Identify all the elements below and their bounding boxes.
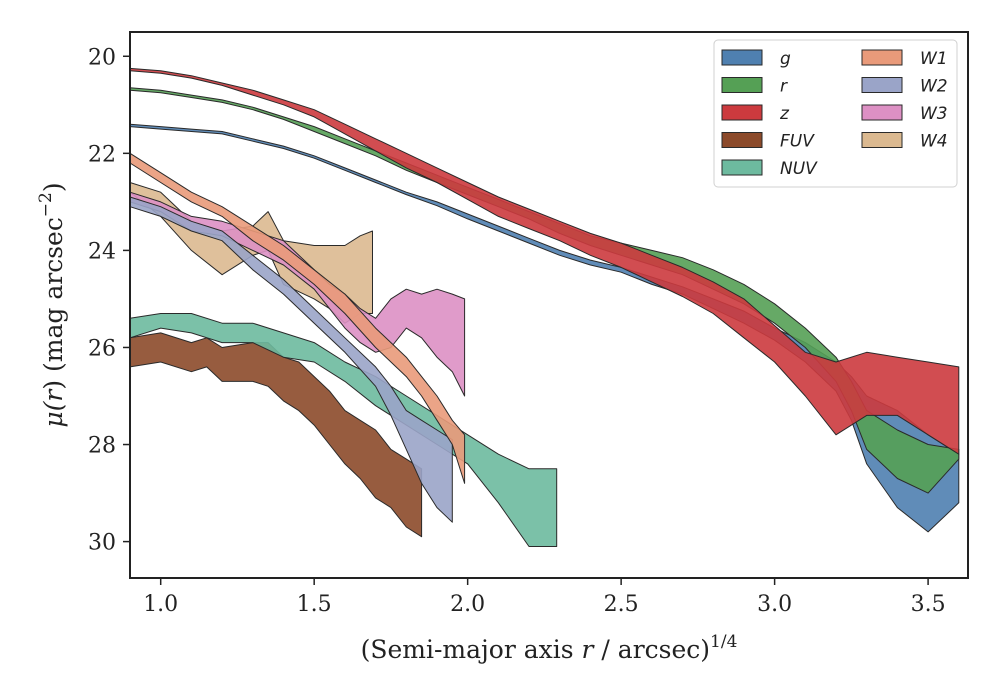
legend-swatch-g [721,49,763,66]
legend-box [713,39,958,188]
x-tick-label: 1.5 [297,592,332,617]
y-tick-label: 28 [88,434,116,459]
x-axis-label: (Semi-major axis r / arcsec)1/4 [361,632,738,664]
legend-label-w3: W3 [920,104,948,124]
x-tick-label: 3.5 [911,592,946,617]
plot-frame [129,31,969,579]
legend-swatch-w3 [861,104,903,121]
legend-swatch-z [721,104,763,121]
legend-swatch-nuv [721,159,763,176]
legend-swatch-w2 [861,77,903,93]
y-tick-label: 26 [88,336,116,361]
plot-areas [129,67,960,547]
legend-label-nuv: NUV [780,159,818,179]
y-axis-label: μ(r) (mag arcsec−2) [36,182,68,427]
legend-label-w4: W4 [920,132,948,152]
series-band-z [129,67,960,455]
x-tick-label: 2.0 [450,592,485,617]
x-axis: 1.0 1.5 2.0 2.5 3.0 3.5 [143,578,946,617]
legend-swatch-w1 [861,49,903,66]
series-band-w2 [129,196,453,523]
y-tick-label: 20 [88,45,116,70]
x-tick-label: 2.5 [604,592,639,617]
series-band-nuv [129,313,558,547]
y-tick-label: 30 [88,531,116,556]
legend-label-r: r [780,77,788,97]
y-axis: 20 22 24 26 28 30 [88,45,130,556]
legend: grz FUV NUV W1 W2 W3 W4 [713,39,958,188]
legend-swatch-w4 [861,132,903,148]
legend-swatch-fuv [721,132,763,148]
series-band-fuv [129,332,423,538]
series-band-w1 [129,152,466,484]
x-tick-label: 3.0 [757,592,792,617]
x-tick-label: 1.0 [143,592,178,617]
y-tick-label: 22 [88,142,116,167]
y-tick-label: 24 [88,239,116,264]
legend-label-w2: W2 [920,77,948,97]
series-band-g [129,123,960,533]
legend-label-w1: W1 [920,49,948,69]
legend-label-g: g [780,49,791,69]
legend-label-fuv: FUV [780,132,815,152]
legend-swatch-r [721,77,763,93]
legend-label-z: z [779,104,790,124]
